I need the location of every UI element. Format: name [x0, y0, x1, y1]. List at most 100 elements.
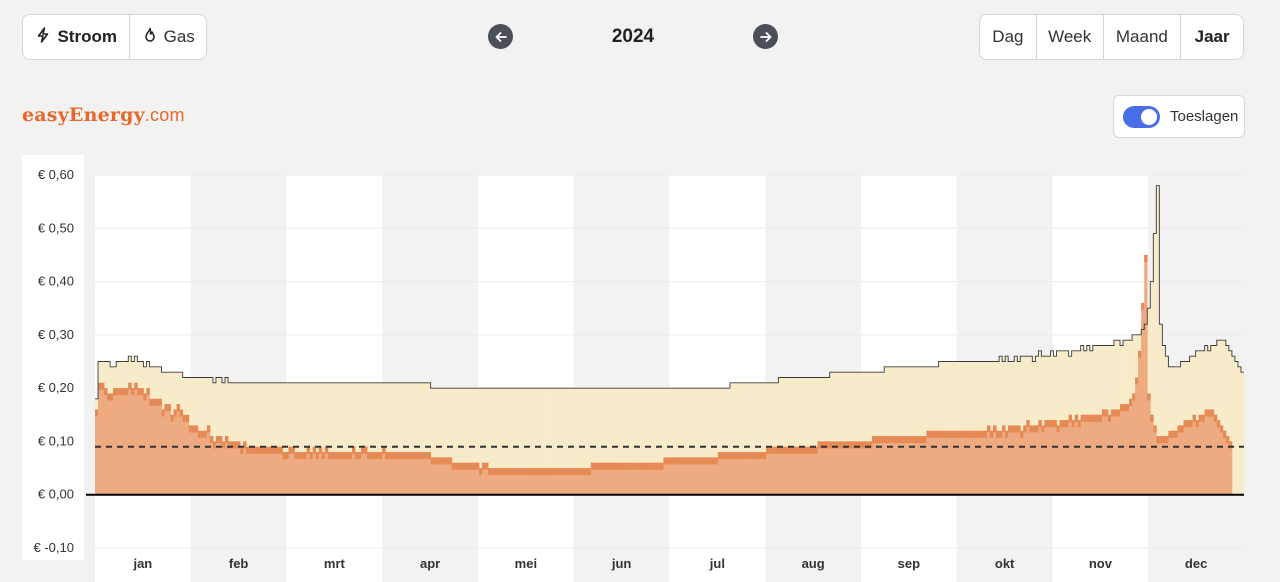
market-bar: [206, 425, 211, 495]
market-bar: [300, 452, 304, 495]
market-bar: [1059, 420, 1063, 495]
market-bar-top: [950, 430, 955, 438]
total-bar: [1228, 350, 1233, 495]
market-bar-top: [200, 430, 205, 438]
market-bar-top: [1035, 425, 1039, 433]
market-bar-top: [291, 446, 295, 454]
total-bar: [793, 377, 797, 495]
market-bar: [944, 430, 949, 495]
market-bar: [826, 441, 831, 495]
market-bar: [155, 398, 159, 495]
market-bar-top: [506, 468, 510, 476]
market-bar-top: [442, 457, 447, 465]
market-bar: [412, 452, 416, 495]
market-bar-top: [609, 462, 613, 470]
market-bar-top: [270, 446, 274, 454]
y-tick-label: € 0,10: [38, 433, 74, 448]
tab-dag[interactable]: Dag: [980, 15, 1037, 59]
market-bar: [763, 452, 767, 495]
period-selector: Dag Week Maand Jaar: [979, 14, 1244, 60]
total-bar: [959, 361, 964, 495]
total-bar: [300, 382, 304, 495]
market-bar: [348, 452, 353, 495]
market-bar: [681, 457, 685, 495]
market-bar: [1020, 430, 1024, 495]
market-bar-top: [98, 382, 102, 390]
toggle-switch[interactable]: [1123, 105, 1160, 128]
market-bar: [509, 468, 513, 495]
market-bar-top: [267, 446, 271, 454]
market-bar-top: [261, 446, 265, 454]
market-bar: [194, 425, 199, 495]
arrow-left-icon: [495, 31, 507, 42]
market-bar-top: [421, 452, 425, 460]
market-bar: [817, 441, 822, 495]
previous-year-button[interactable]: [488, 24, 513, 49]
total-bar: [615, 388, 619, 495]
total-bar: [527, 388, 531, 495]
market-bar-top: [203, 430, 208, 438]
market-bar: [491, 468, 495, 495]
total-bar: [391, 382, 395, 495]
market-bar-top: [542, 468, 546, 476]
market-bar: [875, 436, 879, 495]
toeslagen-toggle[interactable]: Toeslagen: [1113, 95, 1245, 138]
tab-gas[interactable]: Gas: [130, 15, 206, 59]
market-bar-top: [279, 446, 283, 454]
market-bar: [370, 452, 374, 495]
tab-stroom[interactable]: Stroom: [23, 15, 131, 59]
total-bar: [279, 382, 283, 495]
market-bar: [914, 436, 918, 495]
tab-jaar[interactable]: Jaar: [1194, 27, 1230, 46]
price-chart: € 0,60 € 0,50 € 0,40 € 0,30 € 0,20 € 0,10 € 0,…: [0, 150, 1280, 582]
market-bar: [853, 441, 858, 495]
next-year-button[interactable]: [753, 24, 778, 49]
market-bar: [188, 425, 193, 495]
market-bar-top: [457, 462, 462, 470]
market-bar-top: [1026, 420, 1030, 428]
market-bar-top: [959, 430, 964, 438]
tab-week[interactable]: Week: [1037, 15, 1104, 59]
market-bar: [702, 457, 707, 495]
total-bar: [1162, 345, 1166, 495]
market-bar-top: [1195, 420, 1199, 428]
total-bar: [315, 382, 320, 495]
market-bar-top: [742, 452, 746, 460]
market-bar: [714, 457, 719, 495]
market-bar-top: [944, 430, 949, 438]
market-bar: [723, 452, 728, 495]
market-bar-top: [376, 452, 380, 460]
market-bar: [421, 452, 425, 495]
market-bar: [926, 430, 930, 495]
total-bar: [1056, 350, 1060, 495]
total-bar: [866, 372, 870, 495]
market-bar-top: [152, 398, 156, 406]
market-bar-top: [599, 462, 604, 470]
total-bar: [887, 366, 891, 495]
total-bar: [1231, 356, 1236, 495]
market-bar: [457, 462, 462, 495]
tab-maand[interactable]: Maand: [1104, 15, 1182, 59]
market-bar: [536, 468, 540, 495]
market-bar: [941, 430, 945, 495]
market-bar-top: [348, 452, 353, 460]
total-bar: [255, 382, 259, 495]
month-label-jan: jan: [132, 556, 152, 571]
total-bar: [666, 388, 670, 495]
market-bar-top: [714, 457, 719, 465]
total-bar: [472, 388, 477, 495]
market-bar: [330, 452, 335, 495]
market-bar-top: [1225, 436, 1230, 444]
market-bar: [956, 430, 961, 495]
market-bar-top: [999, 430, 1003, 438]
y-tick-label: € 0,00: [38, 487, 74, 502]
market-bar-top: [185, 414, 190, 422]
total-bar: [469, 388, 474, 495]
market-bar-top: [388, 452, 392, 460]
market-bar-top: [394, 452, 398, 460]
market-bar: [887, 436, 891, 495]
market-bar-top: [110, 393, 114, 401]
market-bar-top: [155, 398, 159, 406]
market-bar: [736, 452, 740, 495]
market-bar-top: [736, 452, 740, 460]
